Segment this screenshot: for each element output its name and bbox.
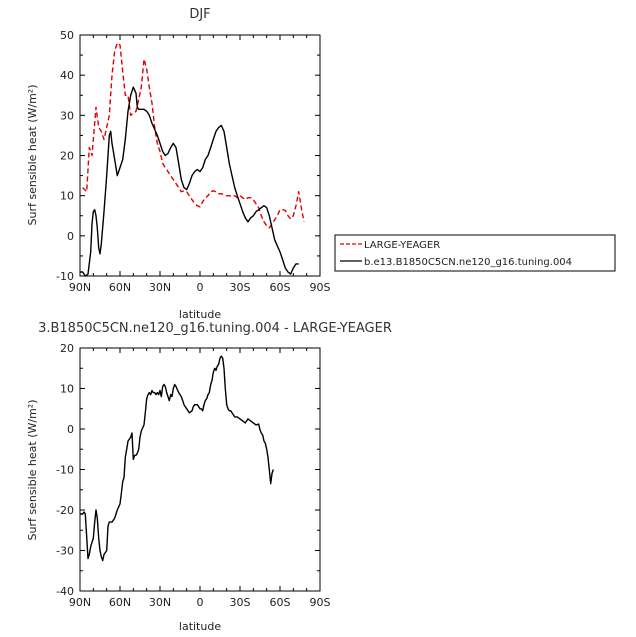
- bottom-y-tick-label: 0: [67, 423, 74, 436]
- top-x-tick-label: 30N: [149, 281, 171, 294]
- bottom-y-axis-label: Surf sensible heat (W/m²): [26, 400, 39, 541]
- bottom-y-tick-label: -40: [56, 585, 74, 598]
- bottom-series-lines: [80, 355, 274, 562]
- top-y-tick-label: -10: [56, 270, 74, 283]
- bottom-x-tick-label: 30N: [149, 596, 171, 609]
- bottom-x-axis-label: latitude: [179, 620, 221, 633]
- bottom-y-tick-label: 20: [60, 342, 74, 355]
- legend-label-large-yeager: LARGE-YEAGER: [364, 240, 440, 251]
- top-x-tick-label: 90S: [310, 281, 331, 294]
- bottom-plot-frame: [79, 347, 321, 592]
- bottom-x-tick-label: 90S: [310, 596, 331, 609]
- top-panel: DJF 90N 60N 30N 0 30S 60S 90S -10 0 10 20 30 40 50 l…: [26, 7, 331, 321]
- bottom-x-ticks: 90N 60N 30N 0 30S 60S 90S: [69, 348, 331, 609]
- bottom-y-ticks: -40 -30 -20 -10 0 10 20: [56, 342, 320, 598]
- bottom-x-tick-label: 60N: [109, 596, 131, 609]
- top-y-tick-label: 50: [60, 29, 74, 42]
- bottom-x-tick-label: 90N: [69, 596, 91, 609]
- bottom-series-line-0: [80, 355, 274, 562]
- top-x-tick-label: 30S: [230, 281, 251, 294]
- top-x-tick-label: 60N: [109, 281, 131, 294]
- top-x-ticks: 90N 60N 30N 0 30S 60S 90S: [69, 35, 331, 294]
- top-y-tick-label: 10: [60, 190, 74, 203]
- legend-label-tuning: b.e13.B1850C5CN.ne120_g16.tuning.004: [364, 257, 572, 268]
- top-y-tick-label: 20: [60, 150, 74, 163]
- bottom-chart-title: 3.B1850C5CN.ne120_g16.tuning.004 - LARGE…: [38, 321, 392, 336]
- bottom-panel: 3.B1850C5CN.ne120_g16.tuning.004 - LARGE…: [26, 321, 392, 633]
- top-y-axis-label: Surf sensible heat (W/m²): [26, 85, 39, 226]
- bottom-y-tick-label: -20: [56, 504, 74, 517]
- bottom-x-tick-label: 0: [197, 596, 204, 609]
- top-x-tick-label: 0: [197, 281, 204, 294]
- top-y-tick-label: 30: [60, 109, 74, 122]
- bottom-y-tick-label: -30: [56, 545, 74, 558]
- top-x-tick-label: 60S: [270, 281, 291, 294]
- top-series-line-0: [82, 42, 305, 229]
- top-x-axis-label: latitude: [179, 308, 221, 321]
- legend-box: [334, 234, 616, 272]
- top-x-tick-label: 90N: [69, 281, 91, 294]
- top-y-tick-label: 40: [60, 69, 74, 82]
- top-chart-title: DJF: [189, 7, 210, 22]
- bottom-y-tick-label: -10: [56, 464, 74, 477]
- bottom-x-tick-label: 60S: [270, 596, 291, 609]
- top-y-ticks: -10 0 10 20 30 40 50: [56, 29, 320, 283]
- top-y-tick-label: 0: [67, 230, 74, 243]
- legend: LARGE-YEAGER b.e13.B1850C5CN.ne120_g16.t…: [334, 234, 616, 272]
- bottom-x-tick-label: 30S: [230, 596, 251, 609]
- top-series-line-1: [80, 86, 299, 277]
- top-series-lines: [80, 42, 305, 277]
- top-plot-frame: [79, 34, 321, 277]
- bottom-y-tick-label: 10: [60, 383, 74, 396]
